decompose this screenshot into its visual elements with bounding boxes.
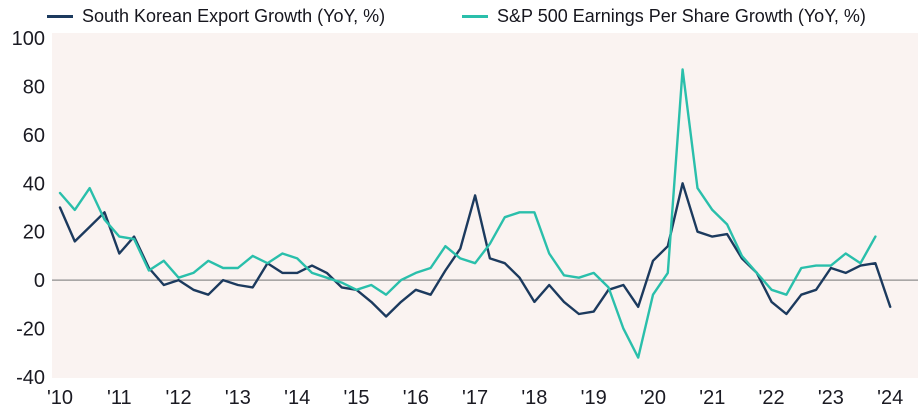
chart-legend: South Korean Export Growth (YoY, %) S&P … [0,4,924,30]
legend-item-sp500-eps: S&P 500 Earnings Per Share Growth (YoY, … [462,4,866,28]
legend-item-sk-exports: South Korean Export Growth (YoY, %) [47,4,385,28]
y-axis-tick-label: 100 [12,28,45,50]
x-axis-tick-label: '13 [225,387,251,409]
x-axis-tick-label: '19 [581,387,607,409]
y-axis-tick-label: 60 [23,125,45,147]
legend-line-swatch-teal [462,14,488,18]
x-axis-tick-label: '15 [343,387,369,409]
x-axis-tick-label: '17 [462,387,488,409]
plot-area-background [52,33,918,378]
legend-label-sp500-eps: S&P 500 Earnings Per Share Growth (YoY, … [497,5,866,26]
x-axis-tick-label: '23 [818,387,844,409]
series-line-1 [58,68,877,359]
y-axis-tick-label: 20 [23,222,45,244]
x-axis-tick-label: '11 [107,387,132,409]
x-axis-tick-label: '10 [47,387,73,409]
y-axis-tick-label: 80 [23,76,45,98]
x-axis-tick-label: '22 [759,387,785,409]
x-axis-tick-label: '14 [284,387,310,409]
x-axis-tick-label: '21 [699,387,725,409]
y-axis-tick-label: -40 [16,367,45,389]
x-axis-tick-label: '16 [403,387,429,409]
x-axis-tick-label: '18 [521,387,547,409]
legend-label-sk-exports: South Korean Export Growth (YoY, %) [82,5,386,26]
legend-line-swatch-navy [47,14,73,18]
x-axis-tick-label: '12 [166,387,192,409]
y-axis-tick-label: 0 [34,270,45,292]
y-axis-tick-label: -20 [16,319,45,341]
x-axis-tick-label: '20 [640,387,666,409]
y-axis-tick-label: 40 [23,173,45,195]
x-axis-tick-label: '24 [877,387,903,409]
